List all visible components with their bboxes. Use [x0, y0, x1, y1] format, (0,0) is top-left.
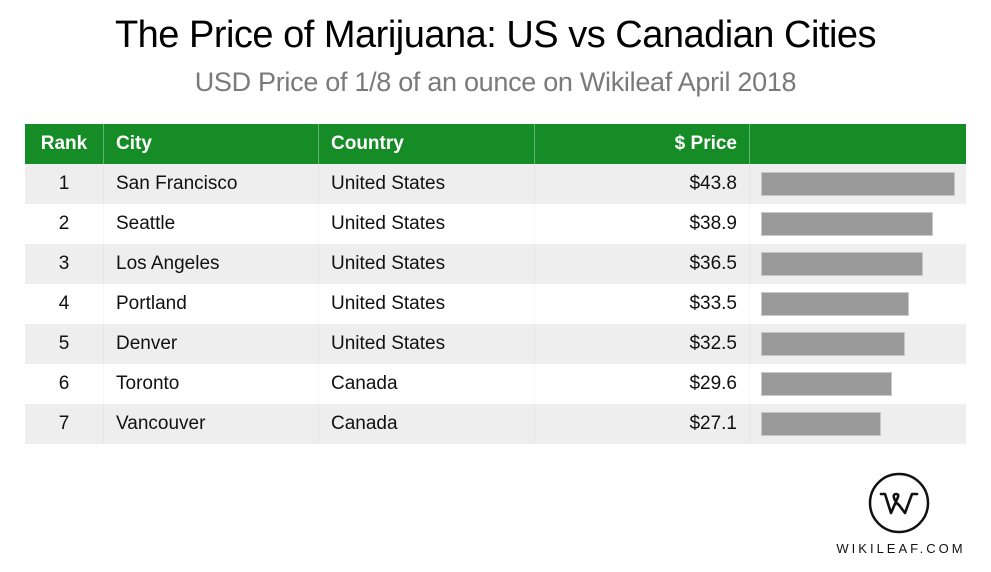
- country-cell: United States: [319, 324, 535, 364]
- table-header-row: Rank City Country $ Price: [25, 124, 966, 164]
- city-cell: Los Angeles: [104, 244, 319, 284]
- table-row: 3 Los Angeles United States $36.5: [25, 244, 966, 284]
- column-header-city: City: [104, 124, 319, 164]
- column-header-bar: [750, 124, 966, 164]
- price-cell: $43.8: [535, 164, 750, 204]
- table-row: 2 Seattle United States $38.9: [25, 204, 966, 244]
- price-bar: [761, 252, 923, 276]
- country-cell: United States: [319, 164, 535, 204]
- country-cell: Canada: [319, 364, 535, 404]
- column-header-rank: Rank: [25, 124, 104, 164]
- bar-cell: [750, 284, 966, 324]
- price-bar: [761, 372, 892, 396]
- price-bar: [761, 412, 881, 436]
- price-bar: [761, 212, 933, 236]
- table-row: 4 Portland United States $33.5: [25, 284, 966, 324]
- rank-cell: 2: [25, 204, 104, 244]
- city-cell: Seattle: [104, 204, 319, 244]
- bar-cell: [750, 164, 966, 204]
- table-row: 5 Denver United States $32.5: [25, 324, 966, 364]
- column-header-country: Country: [319, 124, 535, 164]
- bar-cell: [750, 404, 966, 444]
- wikileaf-logo-icon: [868, 472, 930, 534]
- price-cell: $27.1: [535, 404, 750, 444]
- chart-subtitle: USD Price of 1/8 of an ounce on Wikileaf…: [194, 67, 797, 97]
- country-cell: Canada: [319, 404, 535, 444]
- column-header-price: $ Price: [535, 124, 750, 164]
- price-table: Rank City Country $ Price 1 San Francisc…: [25, 124, 966, 444]
- rank-cell: 1: [25, 164, 104, 204]
- rank-cell: 5: [25, 324, 104, 364]
- rank-cell: 6: [25, 364, 104, 404]
- bar-cell: [750, 324, 966, 364]
- city-cell: Denver: [104, 324, 319, 364]
- country-cell: United States: [319, 244, 535, 284]
- price-bar: [761, 172, 955, 196]
- price-cell: $29.6: [535, 364, 750, 404]
- city-cell: San Francisco: [104, 164, 319, 204]
- bar-cell: [750, 204, 966, 244]
- rank-cell: 7: [25, 404, 104, 444]
- price-cell: $38.9: [535, 204, 750, 244]
- city-cell: Vancouver: [104, 404, 319, 444]
- price-cell: $36.5: [535, 244, 750, 284]
- country-cell: United States: [319, 204, 535, 244]
- table-row: 1 San Francisco United States $43.8: [25, 164, 966, 204]
- rank-cell: 3: [25, 244, 104, 284]
- brand-url: WIKILEAF.COM: [836, 541, 966, 556]
- table-row: 7 Vancouver Canada $27.1: [25, 404, 966, 444]
- bar-cell: [750, 364, 966, 404]
- city-cell: Portland: [104, 284, 319, 324]
- rank-cell: 4: [25, 284, 104, 324]
- bar-cell: [750, 244, 966, 284]
- chart-title: The Price of Marijuana: US vs Canadian C…: [114, 14, 877, 56]
- price-cell: $33.5: [535, 284, 750, 324]
- price-bar: [761, 332, 905, 356]
- price-cell: $32.5: [535, 324, 750, 364]
- city-cell: Toronto: [104, 364, 319, 404]
- table-row: 6 Toronto Canada $29.6: [25, 364, 966, 404]
- price-bar: [761, 292, 909, 316]
- country-cell: United States: [319, 284, 535, 324]
